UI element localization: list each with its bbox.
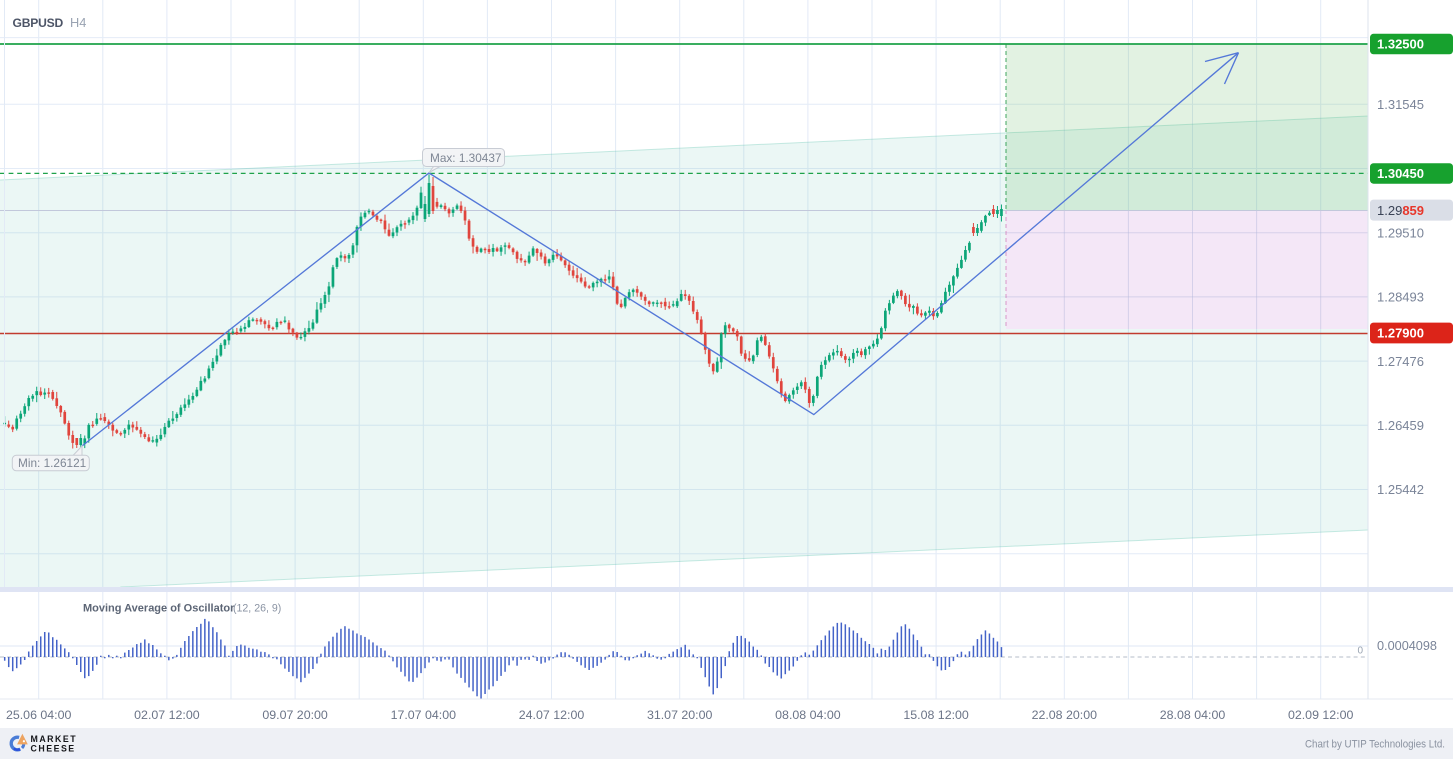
svg-text:1.30450: 1.30450 — [1377, 166, 1424, 181]
svg-text:(12, 26, 9): (12, 26, 9) — [233, 603, 281, 615]
svg-text:H4: H4 — [70, 15, 86, 30]
svg-text:02.09 12:00: 02.09 12:00 — [1288, 708, 1354, 722]
svg-text:1.27900: 1.27900 — [1377, 326, 1424, 341]
svg-text:1.31545: 1.31545 — [1377, 97, 1424, 112]
svg-text:1.29510: 1.29510 — [1377, 225, 1424, 240]
svg-text:1.26459: 1.26459 — [1377, 418, 1424, 433]
svg-text:Chart by UTIP Technologies Ltd: Chart by UTIP Technologies Ltd. — [1305, 739, 1445, 751]
svg-text:0: 0 — [1357, 646, 1363, 657]
svg-text:02.07 12:00: 02.07 12:00 — [134, 708, 200, 722]
svg-text:31.07 20:00: 31.07 20:00 — [647, 708, 713, 722]
svg-text:GBPUSD: GBPUSD — [13, 16, 64, 30]
svg-text:08.08 04:00: 08.08 04:00 — [775, 708, 841, 722]
svg-text:1.32500: 1.32500 — [1377, 37, 1424, 52]
svg-text:24.07 12:00: 24.07 12:00 — [519, 708, 585, 722]
svg-text:1.25442: 1.25442 — [1377, 482, 1424, 497]
svg-text:Max: 1.30437: Max: 1.30437 — [430, 151, 501, 165]
svg-text:0.0004098: 0.0004098 — [1377, 639, 1437, 653]
svg-text:MARKET: MARKET — [31, 734, 78, 744]
svg-text:25.06 04:00: 25.06 04:00 — [6, 708, 72, 722]
svg-text:1.29859: 1.29859 — [1377, 203, 1424, 218]
svg-text:22.08 20:00: 22.08 20:00 — [1032, 708, 1098, 722]
svg-text:17.07 04:00: 17.07 04:00 — [391, 708, 457, 722]
svg-text:28.08 04:00: 28.08 04:00 — [1160, 708, 1226, 722]
svg-text:CHEESE: CHEESE — [31, 744, 76, 754]
svg-text:Min: 1.26121: Min: 1.26121 — [18, 456, 86, 470]
svg-text:1.28493: 1.28493 — [1377, 290, 1424, 305]
svg-text:Moving Average of Oscillator: Moving Average of Oscillator — [83, 603, 235, 615]
svg-text:1.27476: 1.27476 — [1377, 354, 1424, 369]
svg-text:09.07 20:00: 09.07 20:00 — [262, 708, 328, 722]
svg-text:15.08 12:00: 15.08 12:00 — [903, 708, 969, 722]
